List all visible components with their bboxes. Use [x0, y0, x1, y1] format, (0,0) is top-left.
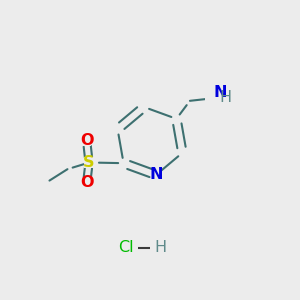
Bar [82, 178, 92, 188]
Text: S: S [83, 155, 95, 170]
Bar [82, 136, 92, 146]
Bar [151, 170, 161, 180]
Text: N: N [149, 167, 163, 182]
Bar [84, 158, 94, 168]
Text: O: O [80, 176, 93, 190]
Text: O: O [80, 134, 93, 148]
Text: N: N [213, 85, 227, 100]
Bar [205, 88, 226, 104]
Text: H: H [154, 240, 166, 255]
Text: H: H [219, 90, 232, 105]
Text: Cl: Cl [118, 240, 134, 255]
